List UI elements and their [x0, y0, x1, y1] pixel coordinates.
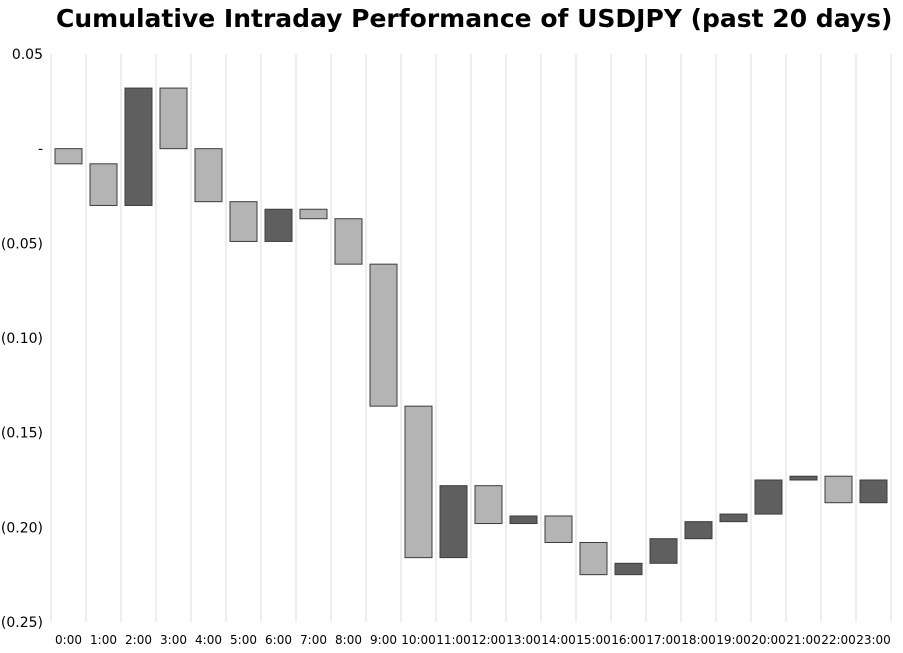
- bar-7-00: [299, 208, 328, 220]
- x-tick-label: 13:00: [506, 633, 541, 647]
- y-tick-label: (0.15): [1, 426, 43, 442]
- y-tick-label: 0.05: [12, 47, 43, 63]
- x-tick-label: 0:00: [55, 633, 82, 647]
- x-tick-label: 9:00: [370, 633, 397, 647]
- bars: [54, 87, 888, 576]
- x-tick-label: 17:00: [646, 633, 681, 647]
- x-tick-label: 4:00: [195, 633, 222, 647]
- x-tick-label: 5:00: [230, 633, 257, 647]
- bar-15-00: [579, 541, 608, 576]
- y-tick-label: (0.25): [1, 615, 43, 631]
- bar-16-00: [614, 562, 643, 576]
- bar-21-00: [789, 475, 818, 481]
- x-tick-label: 14:00: [541, 633, 576, 647]
- bar-13-00: [509, 515, 538, 525]
- bar-8-00: [334, 218, 363, 265]
- bar-6-00: [264, 208, 293, 242]
- x-tick-label: 22:00: [821, 633, 856, 647]
- bar-3-00: [159, 87, 188, 150]
- x-tick-label: 1:00: [90, 633, 117, 647]
- x-tick-label: 20:00: [751, 633, 786, 647]
- x-tick-label: 18:00: [681, 633, 716, 647]
- bar-20-00: [754, 479, 783, 515]
- x-tick-label: 12:00: [471, 633, 506, 647]
- y-tick-label: (0.20): [1, 520, 43, 536]
- x-tick-label: 15:00: [576, 633, 611, 647]
- y-axis-tick-labels: 0.05 - (0.05) (0.10) (0.15) (0.20) (0.25): [1, 47, 43, 631]
- bar-5-00: [229, 201, 258, 242]
- bar-18-00: [684, 521, 713, 540]
- x-tick-label: 2:00: [125, 633, 152, 647]
- bar-17-00: [649, 538, 678, 564]
- bar-4-00: [194, 148, 223, 203]
- x-tick-label: 23:00: [856, 633, 891, 647]
- grid-lines: [50, 54, 892, 622]
- y-tick-label: (0.05): [1, 236, 43, 252]
- y-tick-label: -: [38, 142, 43, 158]
- x-tick-label: 19:00: [716, 633, 751, 647]
- bar-22-00: [824, 475, 853, 504]
- bar-1-00: [89, 163, 118, 206]
- bar-9-00: [369, 263, 398, 407]
- bar-11-00: [439, 485, 468, 559]
- x-tick-label: 3:00: [160, 633, 187, 647]
- x-tick-label: 11:00: [436, 633, 471, 647]
- bar-19-00: [719, 513, 748, 523]
- chart-title: Cumulative Intraday Performance of USDJP…: [56, 4, 893, 33]
- x-tick-label: 6:00: [265, 633, 292, 647]
- bar-0-00: [54, 148, 83, 165]
- x-tick-label: 10:00: [401, 633, 436, 647]
- bar-14-00: [544, 515, 573, 543]
- x-tick-label: 16:00: [611, 633, 646, 647]
- x-tick-label: 7:00: [300, 633, 327, 647]
- bar-10-00: [404, 405, 433, 559]
- bar-2-00: [124, 87, 153, 206]
- x-tick-label: 8:00: [335, 633, 362, 647]
- bar-12-00: [474, 485, 503, 525]
- x-tick-label: 21:00: [786, 633, 821, 647]
- y-tick-label: (0.10): [1, 331, 43, 347]
- bar-23-00: [859, 479, 888, 504]
- x-axis-tick-labels: 0:00 1:00 2:00 3:00 4:00 5:00 6:00 7:00 8:00 9:00…: [55, 633, 891, 647]
